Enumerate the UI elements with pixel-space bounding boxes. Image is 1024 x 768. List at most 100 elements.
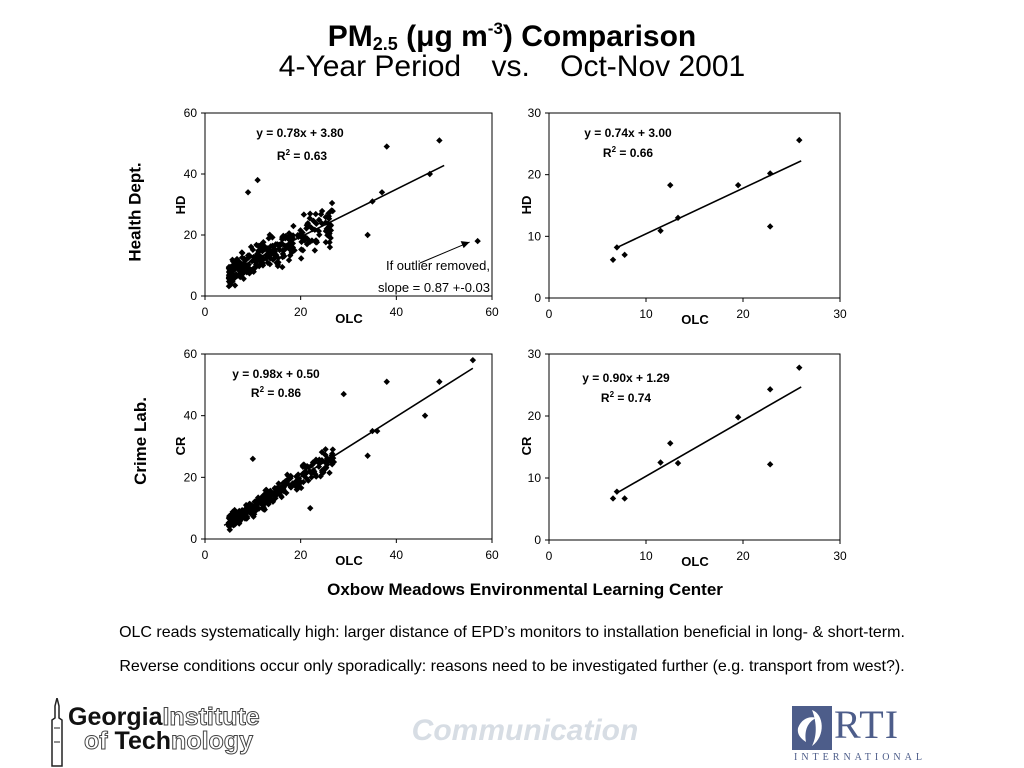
x-axis-label: OLC — [335, 553, 363, 568]
data-point — [226, 526, 234, 533]
data-point — [364, 231, 371, 239]
data-point — [247, 510, 254, 517]
x-center-label: Oxbow Meadows Environmental Learning Cen… — [327, 580, 723, 599]
data-point — [766, 386, 774, 393]
data-point — [281, 479, 289, 486]
r2-exponent: 2 — [260, 385, 265, 394]
data-point — [259, 259, 266, 266]
data-point — [285, 230, 293, 237]
data-point — [283, 489, 290, 497]
data-point — [294, 471, 302, 478]
y-tick-label: 0 — [534, 291, 541, 305]
data-point — [667, 440, 674, 447]
plot-frame — [548, 353, 841, 541]
data-point — [278, 493, 285, 501]
data-point — [249, 246, 257, 253]
y-tick-label: 20 — [528, 409, 542, 423]
data-point — [232, 271, 239, 279]
data-point — [469, 356, 477, 364]
x-axis-label: OLC — [681, 312, 709, 327]
annotation-line-2: slope = 0.87 +-0.03 — [378, 280, 490, 295]
data-point — [263, 486, 270, 493]
data-point — [236, 271, 244, 278]
title-main: PM — [327, 20, 373, 53]
title-unit: g m — [434, 20, 488, 53]
data-point — [235, 509, 242, 516]
data-point — [317, 473, 324, 480]
data-point — [667, 181, 674, 189]
rti-international: INTERNATIONAL — [794, 752, 926, 763]
annotation-arrow — [419, 241, 470, 264]
x-tick-label: 20 — [736, 307, 750, 321]
note-2: Reverse conditions occur only sporadical… — [119, 658, 905, 675]
data-point — [621, 495, 628, 502]
chart-hd-4year: 0 20 40 60 0 20 40 60 OLC HD y = 0.78x + 3.80 R2 = … — [173, 106, 499, 326]
data-point — [674, 459, 682, 467]
rti-emblem-icon — [792, 706, 832, 750]
data-point — [253, 496, 261, 504]
data-point — [231, 511, 239, 518]
trendline-equation: y = 0.98x + 0.50 — [232, 367, 320, 381]
data-points — [609, 136, 803, 263]
data-point — [364, 452, 371, 459]
data-point — [308, 462, 315, 469]
data-point — [279, 233, 286, 241]
data-point — [305, 477, 312, 484]
gt-word-institute: Institute — [162, 703, 260, 731]
r2-exponent: 2 — [610, 390, 615, 399]
y-tick-label: 20 — [184, 470, 198, 484]
chart-cr-octnov: 0 10 20 30 0 10 20 30 OLC CR y = 0.90x + 1.29 R2 = … — [519, 347, 847, 569]
y-axis-label: HD — [173, 196, 188, 215]
plot-frame — [204, 112, 493, 297]
data-point — [474, 237, 481, 245]
x-tick-label: 0 — [202, 305, 209, 319]
data-point — [226, 514, 234, 522]
data-point — [609, 256, 617, 263]
data-point — [261, 246, 269, 253]
data-point — [322, 465, 329, 472]
data-point — [326, 469, 333, 477]
data-point — [300, 211, 308, 218]
data-point — [326, 239, 333, 246]
y-tick-label: 30 — [528, 347, 542, 361]
data-point — [229, 508, 236, 516]
trendline-equation: y = 0.78x + 3.80 — [256, 126, 344, 140]
title-paren-open: ( — [397, 20, 417, 53]
gt-word-georgia: Georgia — [68, 703, 163, 731]
data-point — [289, 247, 296, 254]
data-point — [298, 246, 305, 253]
data-point — [274, 262, 282, 270]
data-points — [225, 356, 477, 533]
data-point — [244, 189, 252, 196]
y-tick-label: 60 — [184, 347, 198, 361]
data-point — [306, 238, 314, 245]
data-point — [246, 252, 253, 259]
y-tick-label: 40 — [184, 409, 198, 423]
data-point — [312, 237, 320, 244]
data-point — [328, 199, 336, 207]
data-point — [766, 461, 774, 468]
data-point — [307, 504, 314, 512]
annotation-line-1: If outlier removed, — [386, 258, 490, 273]
data-point — [253, 241, 260, 249]
data-point — [613, 488, 621, 495]
data-point — [226, 521, 234, 528]
data-point — [621, 251, 628, 259]
data-point — [279, 246, 286, 254]
title-mu: μ — [416, 20, 435, 53]
data-point — [734, 181, 742, 189]
data-point — [326, 243, 334, 251]
data-point — [240, 512, 248, 520]
data-point — [766, 223, 774, 230]
y-tick-label: 0 — [190, 532, 197, 546]
x-tick-label: 0 — [202, 548, 209, 562]
data-point — [231, 282, 239, 289]
data-point — [299, 462, 307, 469]
data-point — [225, 272, 233, 279]
data-point — [252, 264, 259, 271]
data-point — [280, 252, 287, 260]
data-point — [796, 364, 803, 371]
data-point — [312, 210, 319, 218]
data-point — [290, 222, 297, 230]
